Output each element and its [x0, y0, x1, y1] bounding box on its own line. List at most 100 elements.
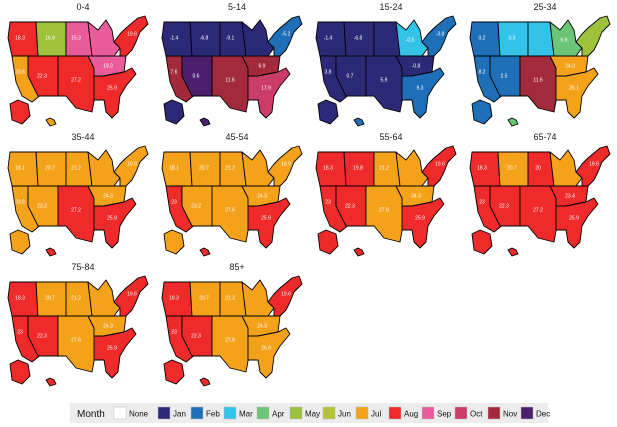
legend-item-may: May: [289, 406, 320, 420]
region-label-plains_n: 21.2: [71, 165, 81, 171]
panel-title: 55-64: [379, 132, 402, 142]
region-label-california: 23: [325, 199, 331, 205]
region-hawaii: [507, 117, 519, 127]
map-panel-6: 45-54 18.1 20.7 21.2 19.9 23 23.2 27.6 24.3 25.9: [161, 132, 303, 257]
region-label-east_central: 24.3: [411, 193, 421, 199]
region-label-northeast: 19.6: [281, 291, 291, 297]
region-plains_s: [57, 55, 97, 113]
legend-label: Jan: [173, 410, 186, 419]
region-label-california: 7.6: [171, 69, 178, 75]
legend-swatch: [289, 406, 303, 420]
region-label-great_lakes: 6.9: [561, 37, 568, 43]
legend-item-none: None: [113, 406, 149, 420]
region-label-pacific_nw: -1.4: [170, 35, 179, 41]
panel-title: 15-24: [379, 2, 402, 12]
region-label-southeast: 25.9: [415, 215, 425, 221]
region-label-california: 23.6: [15, 69, 25, 75]
region-label-southeast: 26.1: [569, 85, 579, 91]
region-label-southeast: 25.9: [107, 85, 117, 91]
map-panel-5: 35-44 18.1 20.7 21.2 19.9 23.6 23.2 27.2 24.3 25.…: [7, 132, 149, 257]
region-plains_n: [527, 21, 555, 57]
region-label-california: 8.2: [479, 69, 486, 75]
region-southwest: [27, 55, 59, 97]
region-plains_s: [365, 185, 405, 243]
region-southeast: [247, 67, 291, 119]
region-plains_s: [57, 315, 97, 373]
region-southwest: [181, 315, 213, 357]
legend-item-mar: Mar: [223, 406, 253, 420]
region-label-southwest: 0.7: [347, 73, 354, 79]
region-southwest: [489, 185, 521, 227]
region-label-mountain_n: 20.7: [45, 165, 55, 171]
region-label-east_central: 24.3: [103, 323, 113, 329]
region-alaska: [9, 229, 31, 255]
region-label-mountain_n: 20.7: [507, 165, 517, 171]
region-hawaii: [45, 117, 57, 127]
legend-label: Nov: [503, 410, 517, 419]
region-label-mountain_n: 19.8: [353, 165, 363, 171]
region-southwest: [335, 55, 367, 97]
region-label-southwest: 22.3: [37, 333, 47, 339]
region-label-east_central: 24.3: [565, 63, 575, 69]
region-plains_s: [519, 185, 559, 243]
region-label-plains_s: 11.6: [225, 77, 235, 83]
region-label-pacific_nw: 18.3: [15, 35, 25, 41]
region-label-mountain_n: 20.7: [199, 295, 209, 301]
region-label-mountain_n: 20.7: [45, 295, 55, 301]
region-great_lakes: [395, 149, 429, 187]
region-label-plains_s: 5.9: [381, 77, 388, 83]
region-label-east_central: 23.4: [565, 193, 575, 199]
region-label-southeast: 17.9: [261, 85, 271, 91]
region-label-east_central: 24.3: [257, 193, 267, 199]
legend-label: Feb: [206, 410, 220, 419]
region-alaska: [163, 359, 185, 385]
region-plains_s: [211, 55, 251, 113]
region-label-northeast: 19.9: [127, 161, 137, 167]
region-alaska: [317, 99, 339, 125]
region-southeast: [555, 67, 599, 119]
legend-label: Jul: [371, 410, 381, 419]
legend-swatch: [520, 406, 534, 420]
region-alaska: [317, 229, 339, 255]
region-hawaii: [353, 247, 365, 257]
region-label-plains_n: 21.2: [225, 165, 235, 171]
legend-label: Mar: [239, 410, 253, 419]
region-label-pacific_nw: 18.3: [15, 295, 25, 301]
region-label-northeast: 19.6: [435, 161, 445, 167]
region-label-plains_s: 27.2: [71, 77, 81, 83]
legend-label: None: [129, 410, 149, 419]
panel-title: 0-4: [76, 2, 89, 12]
region-alaska: [471, 99, 493, 125]
region-alaska: [471, 229, 493, 255]
region-plains_s: [211, 315, 251, 373]
region-label-pacific_nw: 18.3: [477, 165, 487, 171]
region-label-plains_s: 11.6: [533, 77, 543, 83]
legend-label: Dec: [536, 410, 550, 419]
legend-swatch: [223, 406, 237, 420]
region-great_lakes: [241, 19, 275, 57]
region-southwest: [489, 55, 521, 97]
legend-swatch: [322, 406, 336, 420]
region-southeast: [555, 197, 599, 249]
region-label-southwest: 23.2: [37, 203, 47, 209]
region-hawaii: [199, 117, 211, 127]
legend-title: Month: [77, 409, 105, 420]
region-label-southeast: 26.9: [261, 345, 271, 351]
region-label-great_lakes: -0.5: [406, 37, 415, 43]
region-label-plains_n: 21.2: [225, 295, 235, 301]
legend-label: Sep: [437, 410, 452, 419]
region-southwest: [335, 185, 367, 227]
region-label-mountain_n: 16.9: [45, 35, 55, 41]
region-plains_n: [373, 21, 401, 57]
map-panel-10: 85+ 18.3 20.7 21.2 19.6 23 22.3 27.6 24.3 26.9: [161, 262, 303, 387]
region-label-mountain_n: 0.3: [509, 35, 516, 41]
panel-title: 5-14: [228, 2, 246, 12]
region-label-southwest: 22.3: [191, 333, 201, 339]
region-label-southeast: 9.3: [417, 85, 424, 91]
region-label-east_central: 19.3: [103, 63, 113, 69]
region-label-california: 23.6: [15, 199, 25, 205]
region-label-southeast: 25.9: [569, 215, 579, 221]
region-label-california: 23: [171, 329, 177, 335]
region-label-southwest: 22.3: [499, 203, 509, 209]
